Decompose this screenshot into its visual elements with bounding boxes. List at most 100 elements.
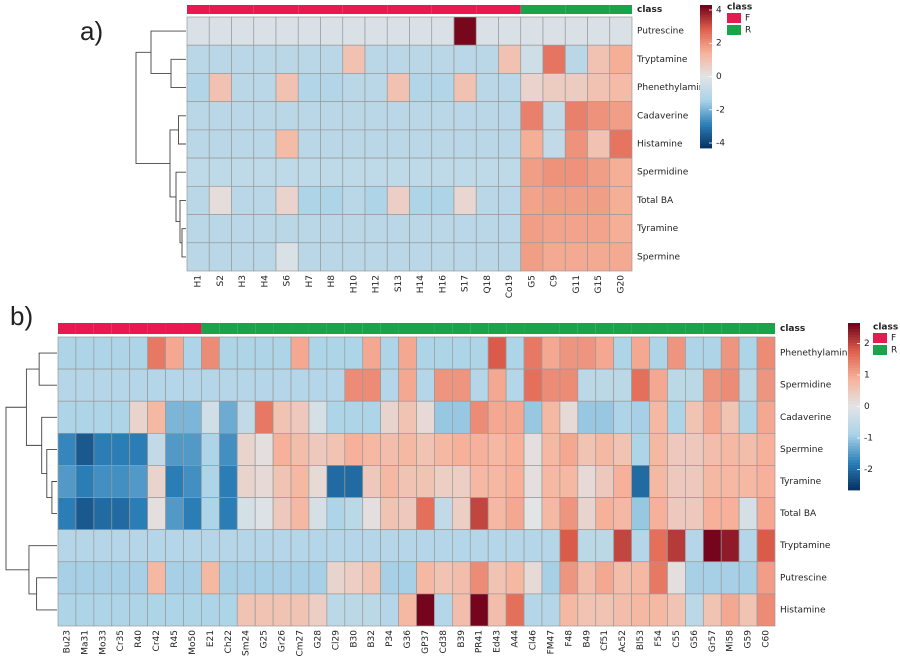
class-annotation-cell [757, 323, 775, 334]
heatmap-cell [475, 129, 499, 159]
column-label: Mo50 [188, 630, 198, 655]
heatmap-cell [236, 561, 256, 595]
heatmap-cell [398, 529, 417, 563]
heatmap-cell [631, 593, 650, 627]
heatmap-cell [498, 16, 522, 46]
heatmap-cell [129, 400, 148, 434]
heatmap-cell [147, 368, 166, 402]
heatmap-cell [320, 44, 344, 74]
heatmap-cell [452, 561, 471, 595]
colorbar-segment [700, 71, 712, 75]
column-label: G11 [572, 275, 582, 293]
class-annotation-cell [147, 323, 166, 334]
heatmap-cell [218, 432, 238, 466]
colorbar-segment [848, 387, 860, 391]
heatmap-cell [434, 432, 453, 466]
class-annotation-cell [434, 323, 453, 334]
heatmap-cell [487, 432, 507, 466]
heatmap-cell [453, 16, 477, 46]
class-annotation-cell [452, 323, 471, 334]
heatmap-cell [398, 432, 417, 466]
row-label: Total BA [779, 509, 817, 519]
heatmap-cell [275, 185, 299, 215]
dendrogram-branch [169, 129, 179, 198]
dendrogram-branch [175, 171, 186, 223]
heatmap-cell [453, 129, 477, 159]
column-label: H12 [372, 275, 382, 293]
column-label: G25 [260, 630, 270, 648]
heatmap-cell [416, 400, 435, 434]
heatmap-cell [362, 593, 382, 627]
legend-title: class [727, 3, 752, 13]
row-label: Cadaverine [780, 413, 832, 423]
legend-label: F [891, 334, 896, 344]
heatmap-cell [254, 561, 274, 595]
colorbar-segment [848, 453, 860, 457]
heatmap-cell [297, 129, 321, 159]
heatmap-cell [253, 16, 277, 46]
heatmap-cell [186, 214, 210, 244]
heatmap-cell [505, 529, 525, 563]
heatmap-cell [308, 336, 328, 370]
heatmap-cell [523, 593, 543, 627]
column-label: G5 [527, 275, 537, 288]
heatmap-cell [320, 129, 344, 159]
column-label: PR41 [475, 630, 485, 653]
heatmap-cell [587, 73, 611, 103]
colorbar-segment [848, 406, 860, 410]
heatmap-cell [183, 529, 202, 563]
heatmap-cell [523, 561, 543, 595]
heatmap-cell [344, 561, 364, 595]
heatmap-cell [434, 465, 453, 498]
heatmap-cell [564, 185, 588, 215]
legend-swatch [727, 13, 741, 23]
heatmap-cell [129, 368, 148, 402]
colorbar-segment [700, 90, 712, 94]
heatmap-cell [667, 400, 686, 434]
heatmap-cell [308, 497, 328, 531]
heatmap-cell [431, 129, 455, 159]
heatmap-cell [595, 432, 615, 466]
heatmap-cell [564, 242, 588, 272]
heatmap-cell [147, 497, 166, 531]
legend-title: class [873, 323, 898, 333]
heatmap-cell [498, 242, 522, 272]
heatmap-cell [431, 157, 455, 187]
heatmap-cell [487, 400, 507, 434]
heatmap-cell [564, 129, 588, 159]
column-label: R40 [134, 630, 144, 648]
heatmap-cell [559, 432, 579, 466]
heatmap-cell [344, 465, 364, 498]
column-label: Q18 [483, 275, 493, 294]
heatmap-cell [165, 561, 184, 595]
heatmap-cell [587, 129, 611, 159]
heatmap-cell [93, 368, 113, 402]
heatmap-cell [342, 157, 366, 187]
heatmap-cell [129, 336, 148, 370]
heatmap-cell [564, 44, 588, 74]
column-label: Gr57 [708, 630, 718, 652]
heatmap-cell [453, 157, 477, 187]
heatmap-cell [93, 561, 113, 595]
heatmap-cell [702, 593, 722, 627]
heatmap-cell [386, 16, 410, 46]
heatmap-cell [342, 214, 366, 244]
colorbar-segment [848, 425, 860, 430]
heatmap-cell [342, 101, 366, 131]
colorbar-segment [700, 128, 712, 132]
class-annotation-cell [320, 5, 343, 14]
colorbar-segment [700, 9, 712, 13]
dendrogram-branch [41, 416, 57, 474]
heatmap-cell [201, 336, 220, 370]
column-label: E21 [206, 630, 216, 647]
heatmap-cell [475, 185, 499, 215]
colorbar-tick-label: 2 [864, 339, 870, 349]
heatmap-cell [609, 214, 633, 244]
heatmap-cell [453, 242, 477, 272]
heatmap-cell [649, 336, 668, 370]
colorbar-segment [700, 121, 712, 125]
heatmap-cell [649, 368, 668, 402]
colorbar-segment [848, 328, 860, 332]
heatmap-cell [453, 214, 477, 244]
heatmap-cell [738, 368, 758, 402]
